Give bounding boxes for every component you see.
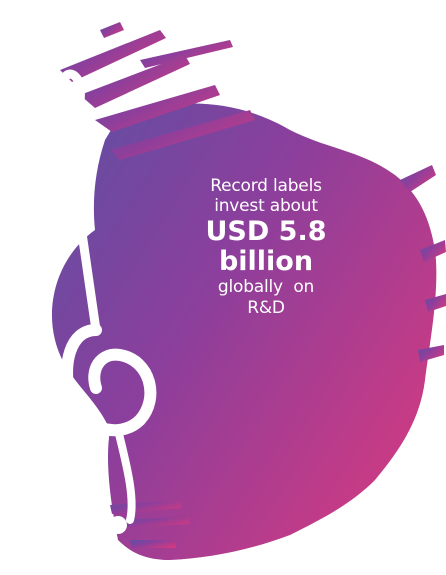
amount-unit: billion bbox=[218, 246, 314, 278]
caption-line-4: R&D bbox=[247, 297, 285, 318]
caption-line-2: invest about bbox=[214, 196, 318, 217]
caption-line-1: Record labels bbox=[210, 176, 322, 196]
statistic-caption: Record labels invest about USD 5.8 billi… bbox=[188, 176, 344, 318]
caption-line-3: globally on bbox=[217, 277, 315, 298]
treble-clef-icon bbox=[54, 69, 157, 534]
amount-value: USD 5.8 bbox=[205, 215, 327, 247]
